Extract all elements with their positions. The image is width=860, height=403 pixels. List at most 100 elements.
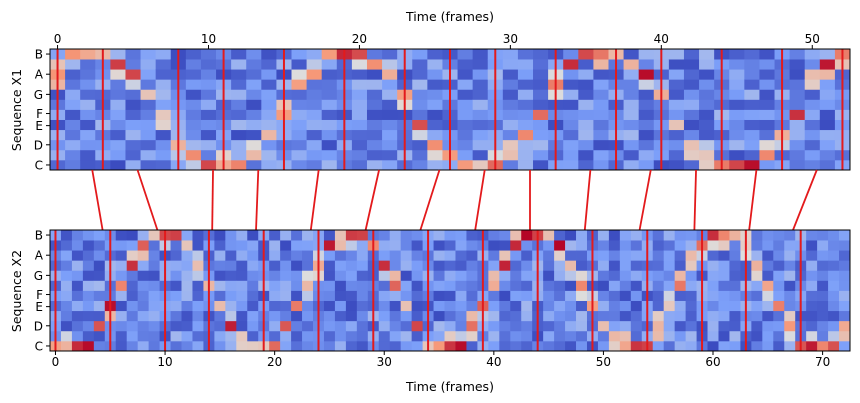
heatmap-cell [137, 330, 150, 342]
heatmap-cell [533, 159, 549, 171]
x-tick-label: 20 [352, 32, 367, 46]
heatmap-cell [565, 330, 577, 342]
heatmap-cell [729, 240, 741, 251]
heatmap-cell [334, 280, 347, 291]
heatmap-cell [60, 280, 73, 291]
heatmap-cell [80, 149, 96, 161]
heatmap-cell [412, 89, 428, 100]
heatmap-cell [411, 340, 423, 352]
heatmap-cell [457, 149, 474, 161]
heatmap-cell [140, 99, 157, 110]
heatmap-cell [457, 69, 474, 80]
heatmap-cell [623, 49, 640, 60]
connection-line [583, 169, 592, 231]
heatmap-cell [839, 250, 851, 261]
heatmap-cell [378, 250, 391, 261]
heatmap-cell [630, 340, 643, 352]
heatmap-cell [819, 59, 836, 70]
heatmap-cell [291, 89, 307, 100]
heatmap-cell [356, 260, 369, 271]
heatmap-cell [819, 129, 836, 141]
heatmap-cell [306, 159, 323, 171]
heatmap-cell [457, 109, 474, 120]
heatmap-cell [784, 280, 796, 291]
heatmap-cell [115, 260, 128, 271]
heatmap-cell [565, 340, 577, 352]
heatmap-cell [608, 290, 621, 301]
heatmap-cell [683, 159, 700, 171]
heatmap-cell [246, 129, 262, 141]
heatmap-cell [517, 89, 534, 100]
heatmap-cell [247, 320, 259, 332]
heatmap-cell [699, 79, 715, 90]
heatmap-cell [306, 139, 323, 151]
heatmap-cell [466, 230, 478, 241]
heatmap-cell [389, 270, 402, 281]
heatmap-cell [200, 59, 217, 70]
heatmap-cell [214, 330, 226, 342]
heatmap-cell [751, 310, 763, 322]
heatmap-cell [608, 310, 621, 322]
heatmap-cell [60, 340, 73, 352]
heatmap-cell [306, 119, 323, 131]
heatmap-cell [412, 129, 428, 141]
heatmap-cell [762, 240, 774, 251]
heatmap-cell [80, 99, 96, 110]
x-tick-label: 40 [654, 32, 669, 46]
heatmap-cell [60, 230, 73, 241]
connection-line [419, 169, 441, 231]
heatmap-cell [110, 159, 126, 171]
heatmap-cell [593, 129, 609, 141]
heatmap-cell [472, 49, 489, 60]
heatmap-cell [663, 310, 676, 322]
heatmap-cell [291, 109, 307, 120]
heatmap-cell [699, 49, 715, 60]
heatmap-cell [597, 280, 610, 291]
top-y-label: Sequence X1 [9, 69, 24, 151]
heatmap-cell [466, 340, 478, 352]
heatmap-cell [148, 230, 160, 241]
heatmap-cell [110, 99, 126, 110]
heatmap-cell [729, 260, 741, 271]
heatmap-cell [366, 149, 383, 161]
heatmap-cell [302, 310, 314, 322]
heatmap-cell [819, 99, 836, 110]
heatmap-cell [400, 320, 413, 332]
heatmap-cell [563, 109, 579, 120]
heatmap-cell [699, 69, 715, 80]
heatmap-cell [323, 310, 336, 322]
heatmap-cell [804, 109, 821, 120]
heatmap-cell [674, 330, 687, 342]
heatmap-cell [685, 340, 697, 352]
heatmap-cell [382, 99, 398, 110]
heatmap-cell [784, 250, 796, 261]
heatmap-cell [345, 290, 358, 301]
heatmap-cell [839, 290, 851, 301]
heatmap-cell [455, 270, 467, 281]
heatmap-cell [554, 270, 566, 281]
heatmap-cell [663, 340, 676, 352]
heatmap-cell [382, 139, 398, 151]
heatmap-cell [356, 300, 369, 312]
heatmap-cell [630, 330, 643, 342]
heatmap-cell [828, 310, 840, 322]
heatmap-cell [674, 340, 687, 352]
heatmap-cell [148, 290, 160, 301]
heatmap-cell [533, 89, 549, 100]
heatmap-cell [828, 260, 840, 271]
heatmap-cell [517, 59, 534, 70]
heatmap-cell [839, 230, 851, 241]
heatmap-cell [71, 290, 84, 301]
heatmap-cell [751, 300, 763, 312]
heatmap-cell [457, 59, 474, 70]
heatmap-cell [155, 69, 172, 80]
heatmap-cell [82, 290, 95, 301]
heatmap-cell [543, 320, 555, 332]
heatmap-cell [817, 260, 829, 271]
heatmap-cell [246, 159, 262, 171]
heatmap-cell [554, 320, 566, 332]
heatmap-cell [291, 260, 303, 271]
heatmap-cell [148, 240, 160, 251]
heatmap-cell [126, 230, 139, 241]
heatmap-cell [433, 340, 445, 352]
